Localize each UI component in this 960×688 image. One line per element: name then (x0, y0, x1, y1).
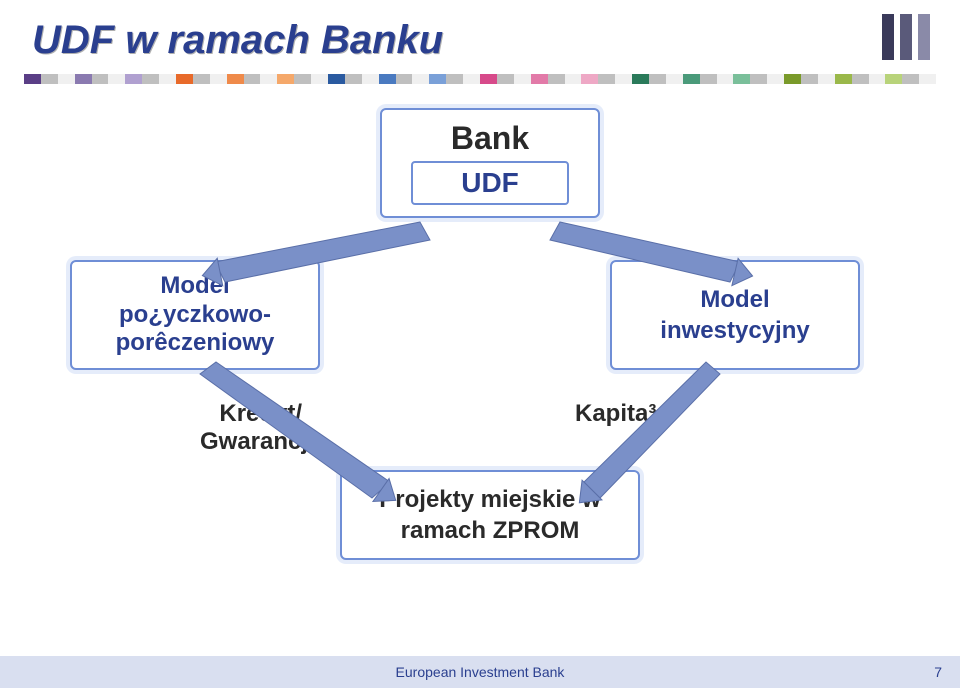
page-number: 7 (934, 664, 942, 680)
right-label-line1: Kapita³ (575, 400, 656, 427)
capital-label: Kapita³ (575, 400, 656, 428)
udf-label: UDF (461, 167, 519, 198)
logo-bar (918, 14, 930, 60)
page-title: UDF w ramach Banku (32, 18, 443, 63)
credit-guarantee-label: Kredyt/ Gwarancja (200, 400, 321, 456)
footer-text: European Investment Bank (396, 664, 565, 680)
left-line2: po¿yczkowo- (119, 301, 271, 328)
divider-strip (24, 74, 936, 84)
left-line3: porêczeniowy (116, 329, 275, 356)
bank-box: Bank UDF (380, 108, 600, 218)
left-line1: Model (160, 272, 229, 299)
footer-bar: European Investment Bank (0, 656, 960, 688)
left-label-line1: Kredyt/ (219, 400, 302, 427)
bottom-line1: Projekty miejskie w (379, 486, 600, 513)
logo-bar (882, 14, 894, 60)
eib-logo (882, 14, 930, 60)
right-line2: inwestycyjny (660, 317, 809, 344)
bank-label: Bank (392, 120, 588, 157)
model-loan-box: Model po¿yczkowo- porêczeniowy (70, 260, 320, 370)
projects-box: Projekty miejskie w ramach ZPROM (340, 470, 640, 560)
right-line1: Model (700, 286, 769, 313)
logo-bar (900, 14, 912, 60)
bottom-line2: ramach ZPROM (401, 517, 580, 544)
left-label-line2: Gwarancja (200, 428, 321, 455)
model-investment-box: Model inwestycyjny (610, 260, 860, 370)
udf-inner-box: UDF (411, 161, 568, 205)
